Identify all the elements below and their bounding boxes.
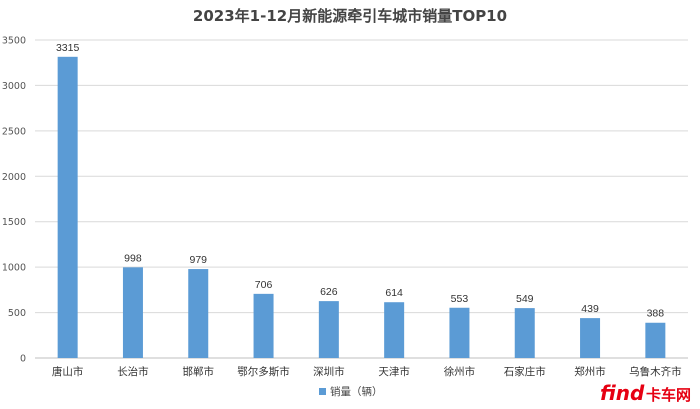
data-label: 439 [581, 303, 599, 315]
watermark-logo: find 卡车网 [600, 381, 691, 405]
data-label: 388 [647, 308, 665, 320]
y-tick-label: 3500 [2, 36, 26, 47]
watermark-cn: 卡车网 [646, 386, 691, 404]
data-label: 614 [385, 287, 403, 299]
bar [253, 293, 274, 358]
x-axis-labels: 唐山市 长治市 邯郸市 鄂尔多斯市 深圳市 天津市 徐州市 石家庄市 郑州市 乌鲁木齐市 [52, 365, 682, 378]
y-tick-label: 3000 [2, 81, 26, 92]
y-tick-label: 1000 [2, 263, 26, 274]
y-tick-label: 0 [20, 354, 26, 365]
y-axis-ticks: 0 500 1000 1500 2000 2500 3000 3500 [2, 36, 26, 365]
bar [580, 318, 601, 358]
data-label: 3315 [56, 42, 80, 54]
bar [122, 267, 143, 358]
x-category-label: 石家庄市 [504, 365, 546, 378]
data-label: 553 [451, 293, 469, 305]
legend-label: 销量（辆） [330, 385, 383, 398]
data-label: 706 [255, 279, 273, 291]
data-label: 998 [124, 252, 142, 264]
bar [188, 269, 209, 358]
x-category-label: 深圳市 [313, 365, 345, 378]
data-label: 549 [516, 293, 534, 305]
x-category-label: 郑州市 [574, 365, 606, 378]
legend-swatch [319, 388, 326, 395]
x-category-label: 唐山市 [52, 365, 84, 378]
x-category-label: 天津市 [378, 365, 410, 378]
y-tick-label: 500 [8, 308, 26, 319]
bar [645, 322, 666, 358]
y-tick-label: 2500 [2, 126, 26, 137]
y-tick-label: 1500 [2, 217, 26, 228]
legend: 销量（辆） [319, 385, 383, 398]
x-category-label: 长治市 [117, 365, 149, 378]
x-category-label: 鄂尔多斯市 [237, 365, 290, 378]
bars [57, 56, 666, 359]
x-category-label: 徐州市 [444, 365, 476, 378]
x-category-label: 乌鲁木齐市 [629, 365, 682, 378]
bar [57, 56, 78, 359]
bar [514, 308, 535, 358]
data-label: 979 [189, 254, 207, 266]
bar [318, 301, 339, 358]
data-label: 626 [320, 286, 338, 298]
watermark-brand: find [600, 381, 645, 405]
data-labels: 3315 998 979 706 626 614 553 549 439 388 [56, 42, 664, 320]
y-tick-label: 2000 [2, 172, 26, 183]
bar [384, 302, 405, 358]
chart-title: 2023年1-12月新能源牵引车城市销量TOP10 [193, 7, 507, 25]
gridlines [35, 39, 688, 359]
x-category-label: 邯郸市 [183, 365, 215, 378]
bar [449, 307, 470, 358]
